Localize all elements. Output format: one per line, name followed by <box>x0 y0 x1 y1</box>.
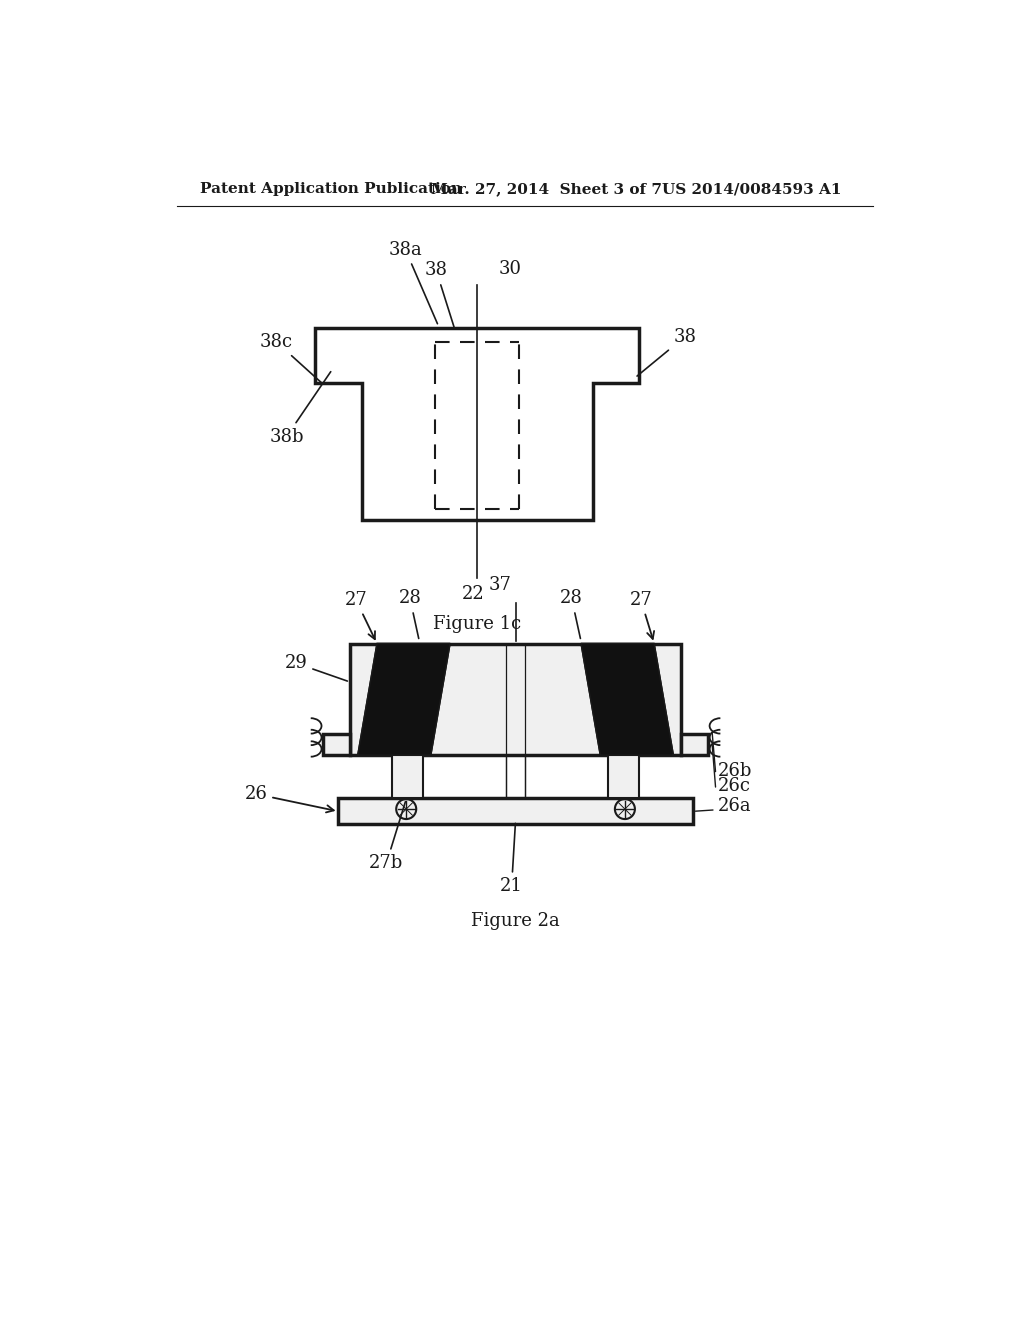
Text: 38: 38 <box>425 261 455 329</box>
Text: 27b: 27b <box>370 801 406 873</box>
Text: 21: 21 <box>500 824 523 895</box>
Text: 26b: 26b <box>718 762 753 780</box>
Text: 29: 29 <box>285 655 347 681</box>
Text: Figure 1c: Figure 1c <box>433 615 521 634</box>
Text: 26c: 26c <box>718 777 751 796</box>
Polygon shape <box>608 755 639 797</box>
Text: 27: 27 <box>630 591 654 639</box>
Polygon shape <box>350 644 681 755</box>
Text: 28: 28 <box>560 590 583 639</box>
Text: Figure 2a: Figure 2a <box>471 912 560 929</box>
Polygon shape <box>581 644 674 755</box>
Text: 28: 28 <box>398 590 422 639</box>
Text: 38: 38 <box>637 327 696 376</box>
Text: 26a: 26a <box>718 797 752 816</box>
Text: 22: 22 <box>462 585 484 603</box>
Polygon shape <box>392 755 423 797</box>
Text: 27: 27 <box>345 591 375 639</box>
Text: 38a: 38a <box>388 240 437 323</box>
Polygon shape <box>357 644 451 755</box>
Text: 26: 26 <box>245 785 334 812</box>
Text: 37: 37 <box>488 576 511 594</box>
Polygon shape <box>323 734 350 755</box>
Polygon shape <box>339 797 692 825</box>
Text: 38b: 38b <box>269 372 331 446</box>
Text: Patent Application Publication: Patent Application Publication <box>200 182 462 197</box>
Text: 30: 30 <box>499 260 521 279</box>
Polygon shape <box>681 734 708 755</box>
Text: US 2014/0084593 A1: US 2014/0084593 A1 <box>662 182 842 197</box>
Text: Mar. 27, 2014  Sheet 3 of 7: Mar. 27, 2014 Sheet 3 of 7 <box>431 182 662 197</box>
Text: 38c: 38c <box>260 333 323 384</box>
